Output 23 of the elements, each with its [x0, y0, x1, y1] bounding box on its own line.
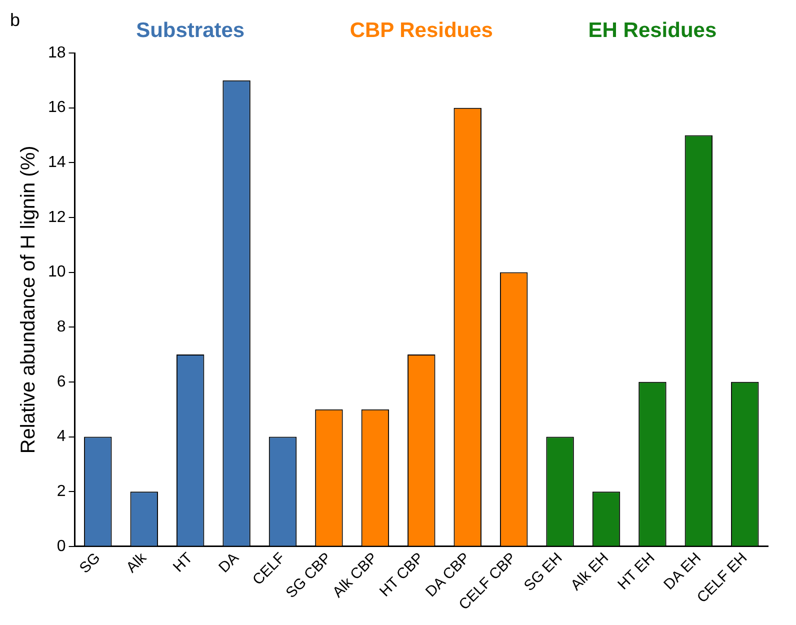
text: b	[10, 10, 20, 30]
y-tick-label: 4	[56, 428, 66, 446]
text: CBP Residues	[350, 18, 493, 42]
y-tick-label: 12	[48, 208, 66, 226]
x-tick-label: SG	[76, 550, 104, 577]
x-tick-label: Alk	[123, 549, 150, 576]
y-tick-label: 6	[56, 373, 66, 390]
x-tick-label: SG CBP	[282, 550, 335, 602]
y-tick-label: 16	[48, 99, 66, 116]
y-tick-label: 8	[56, 318, 66, 336]
y-tick-label: 0	[56, 538, 66, 555]
series-label: Substrates	[136, 18, 245, 42]
x-tick-label: HT EH	[614, 550, 658, 594]
x-tick-label: HT	[170, 550, 196, 576]
y-tick-label: 18	[48, 44, 66, 62]
x-tick-label: SG EH	[520, 550, 566, 595]
text: EH Residues	[588, 18, 717, 42]
y-axis-title: Relative abundance of H lignin (%)	[18, 146, 40, 454]
y-tick-label: 10	[48, 264, 66, 281]
x-tick-label: Alk EH	[568, 550, 612, 594]
y-tick-label: 2	[56, 482, 66, 500]
y-tick-label: 14	[48, 154, 66, 172]
x-tick-label: DA	[216, 550, 242, 576]
